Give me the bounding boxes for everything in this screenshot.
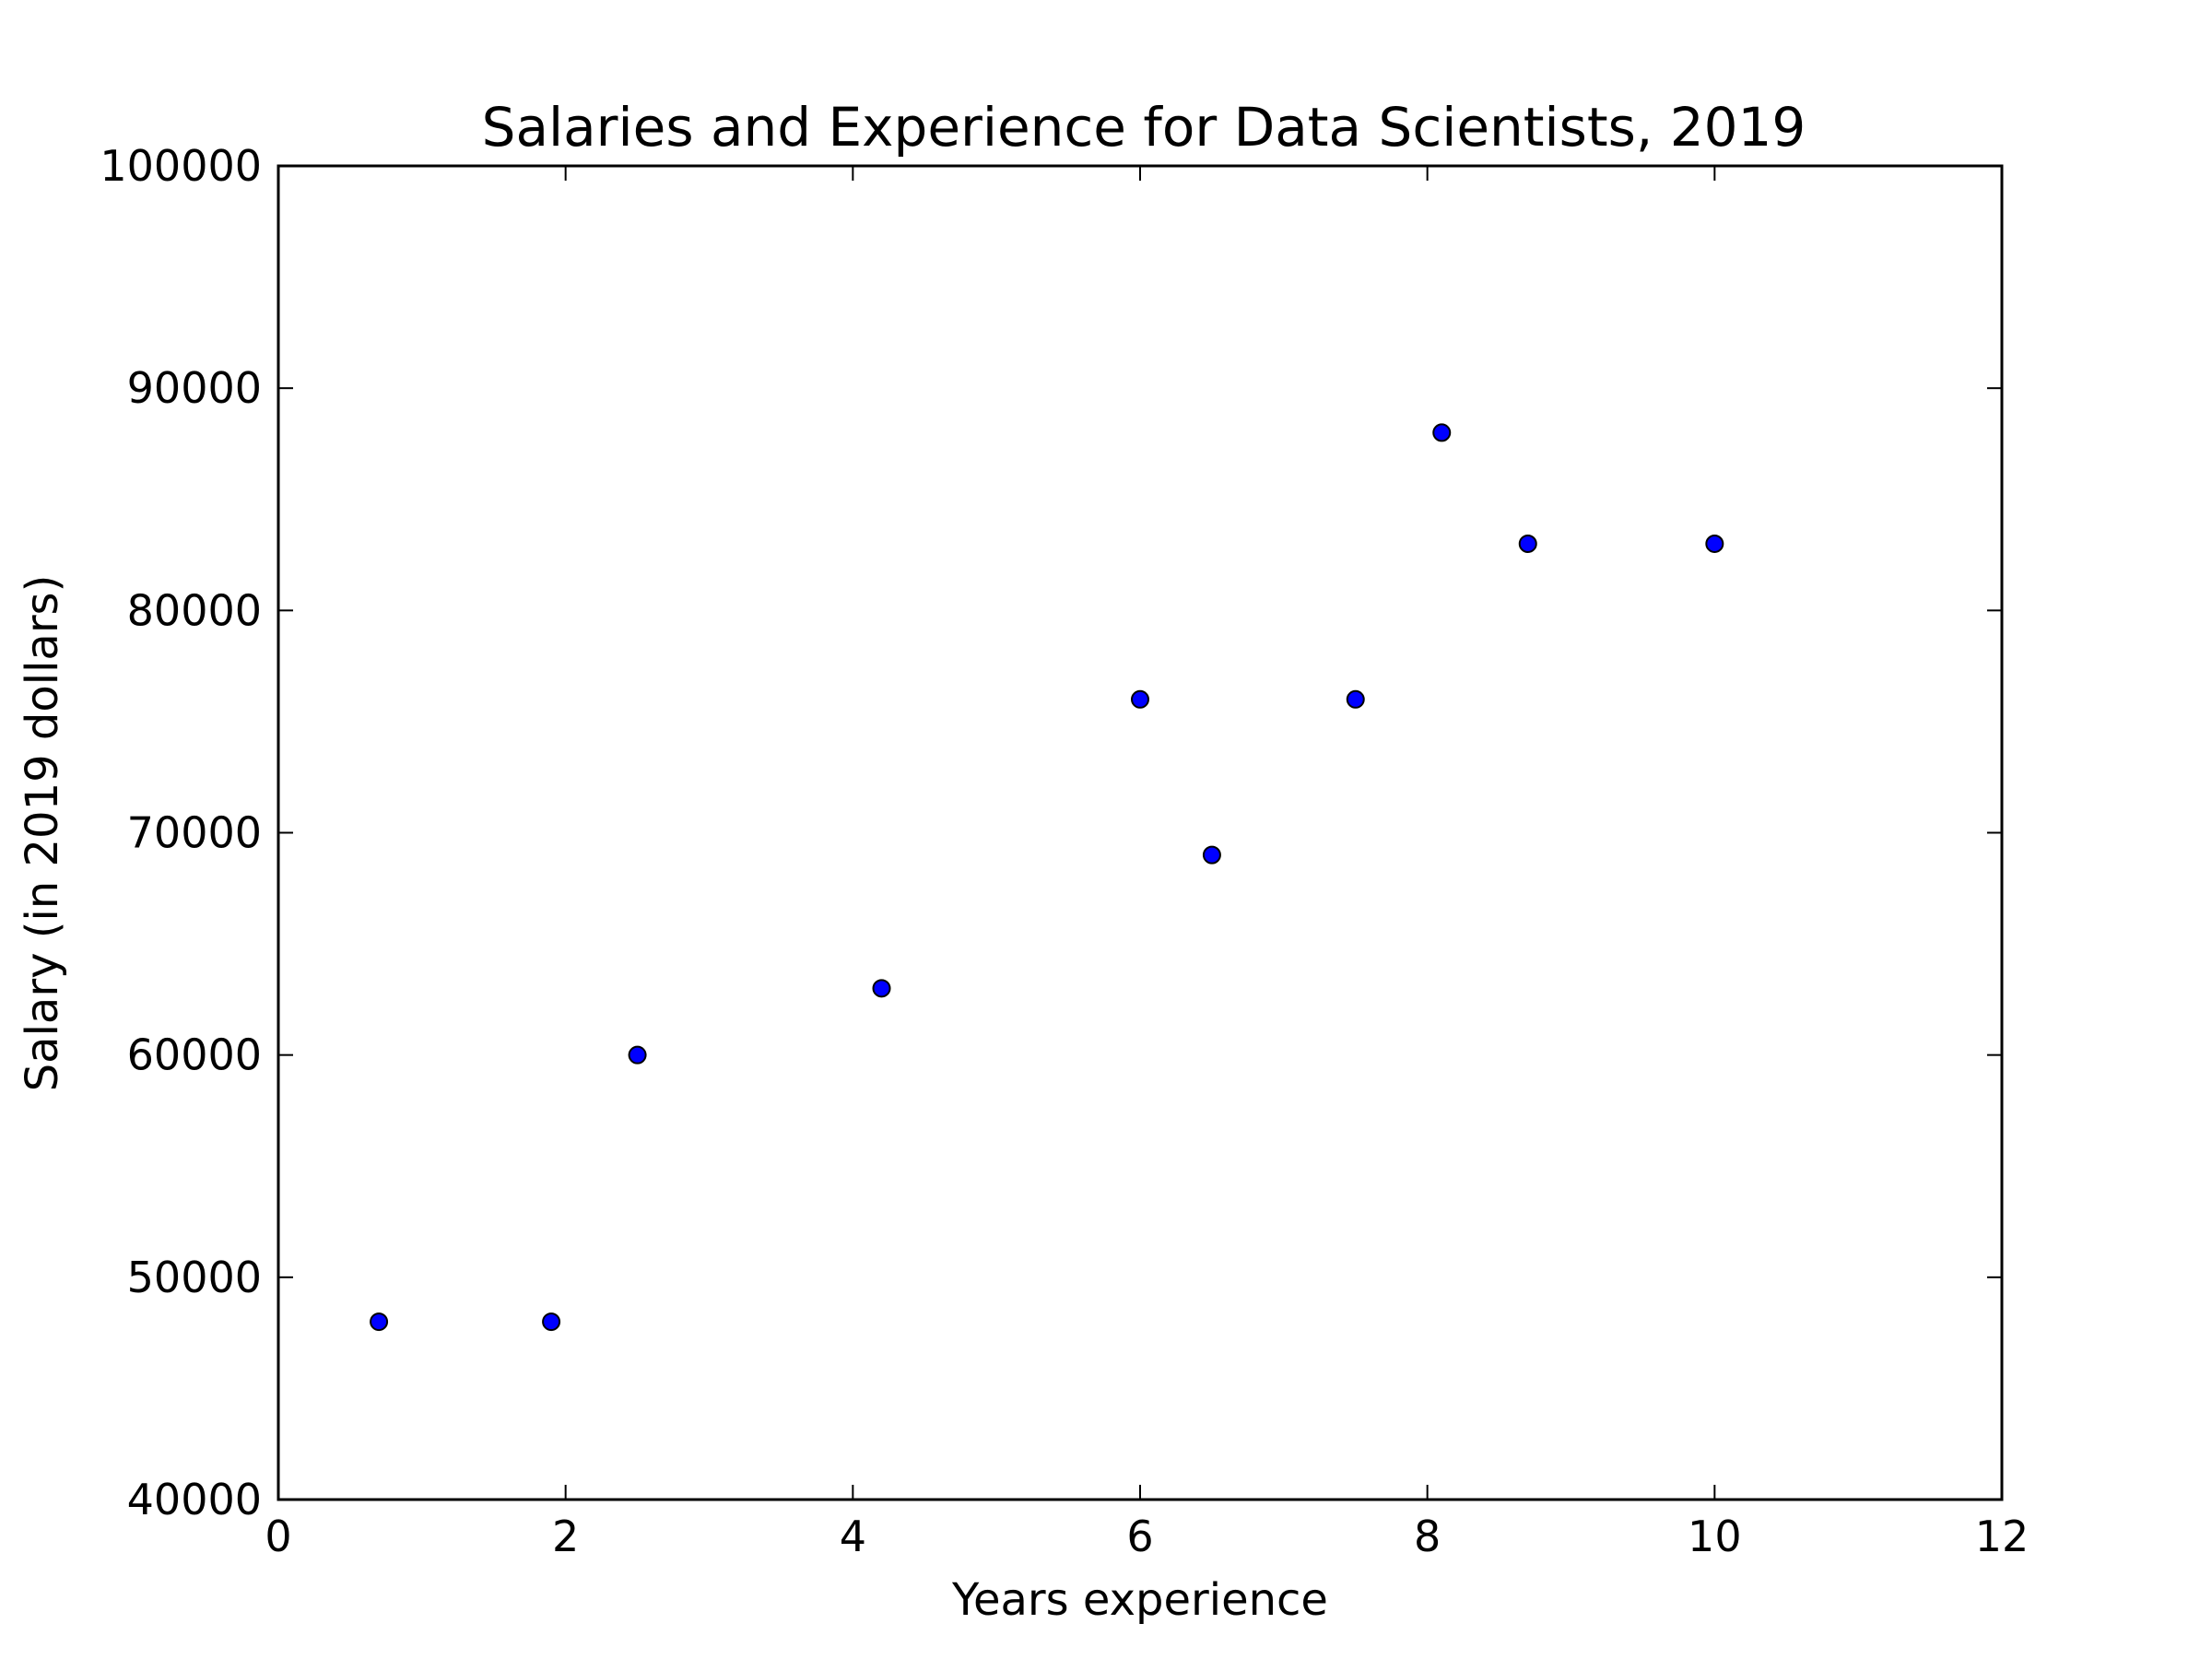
data-point-6 <box>1346 689 1365 709</box>
axis-ticks <box>277 165 2003 1500</box>
x-axis-label: Years experience <box>951 1574 1328 1626</box>
y-tick-label-1: 50000 <box>127 1253 262 1302</box>
chart-title: Salaries and Experience for Data Scienti… <box>482 96 1806 159</box>
x-tick-label-4: 8 <box>1414 1512 1441 1561</box>
data-point-4 <box>1131 689 1149 709</box>
data-points <box>370 423 1724 1332</box>
data-point-3 <box>872 979 891 998</box>
x-tick-label-6: 12 <box>1975 1512 2030 1561</box>
axis-tick-labels: 0 2 4 6 8 10 12 40000 50000 60000 70000 80000 90000 1… <box>100 141 2029 1561</box>
data-point-0 <box>370 1312 389 1332</box>
y-tick-label-0: 40000 <box>127 1475 262 1524</box>
plot-area-frame <box>276 164 2004 1501</box>
x-tick-label-1: 2 <box>552 1512 579 1561</box>
x-tick-label-2: 4 <box>840 1512 866 1561</box>
data-point-7 <box>1432 423 1452 442</box>
data-point-2 <box>628 1045 647 1065</box>
x-tick-label-3: 6 <box>1126 1512 1153 1561</box>
y-tick-label-3: 70000 <box>127 808 262 858</box>
y-tick-label-2: 60000 <box>127 1030 262 1080</box>
x-tick-label-0: 0 <box>265 1512 291 1561</box>
y-tick-label-6: 100000 <box>100 141 262 191</box>
x-tick-label-5: 10 <box>1688 1512 1742 1561</box>
data-point-5 <box>1202 845 1221 865</box>
y-axis-label: Salary (in 2019 dollars) <box>17 575 68 1092</box>
y-tick-label-5: 90000 <box>127 363 262 413</box>
data-point-1 <box>542 1312 561 1332</box>
y-tick-label-4: 80000 <box>127 585 262 635</box>
data-point-9 <box>1705 534 1724 553</box>
data-point-8 <box>1518 534 1537 553</box>
